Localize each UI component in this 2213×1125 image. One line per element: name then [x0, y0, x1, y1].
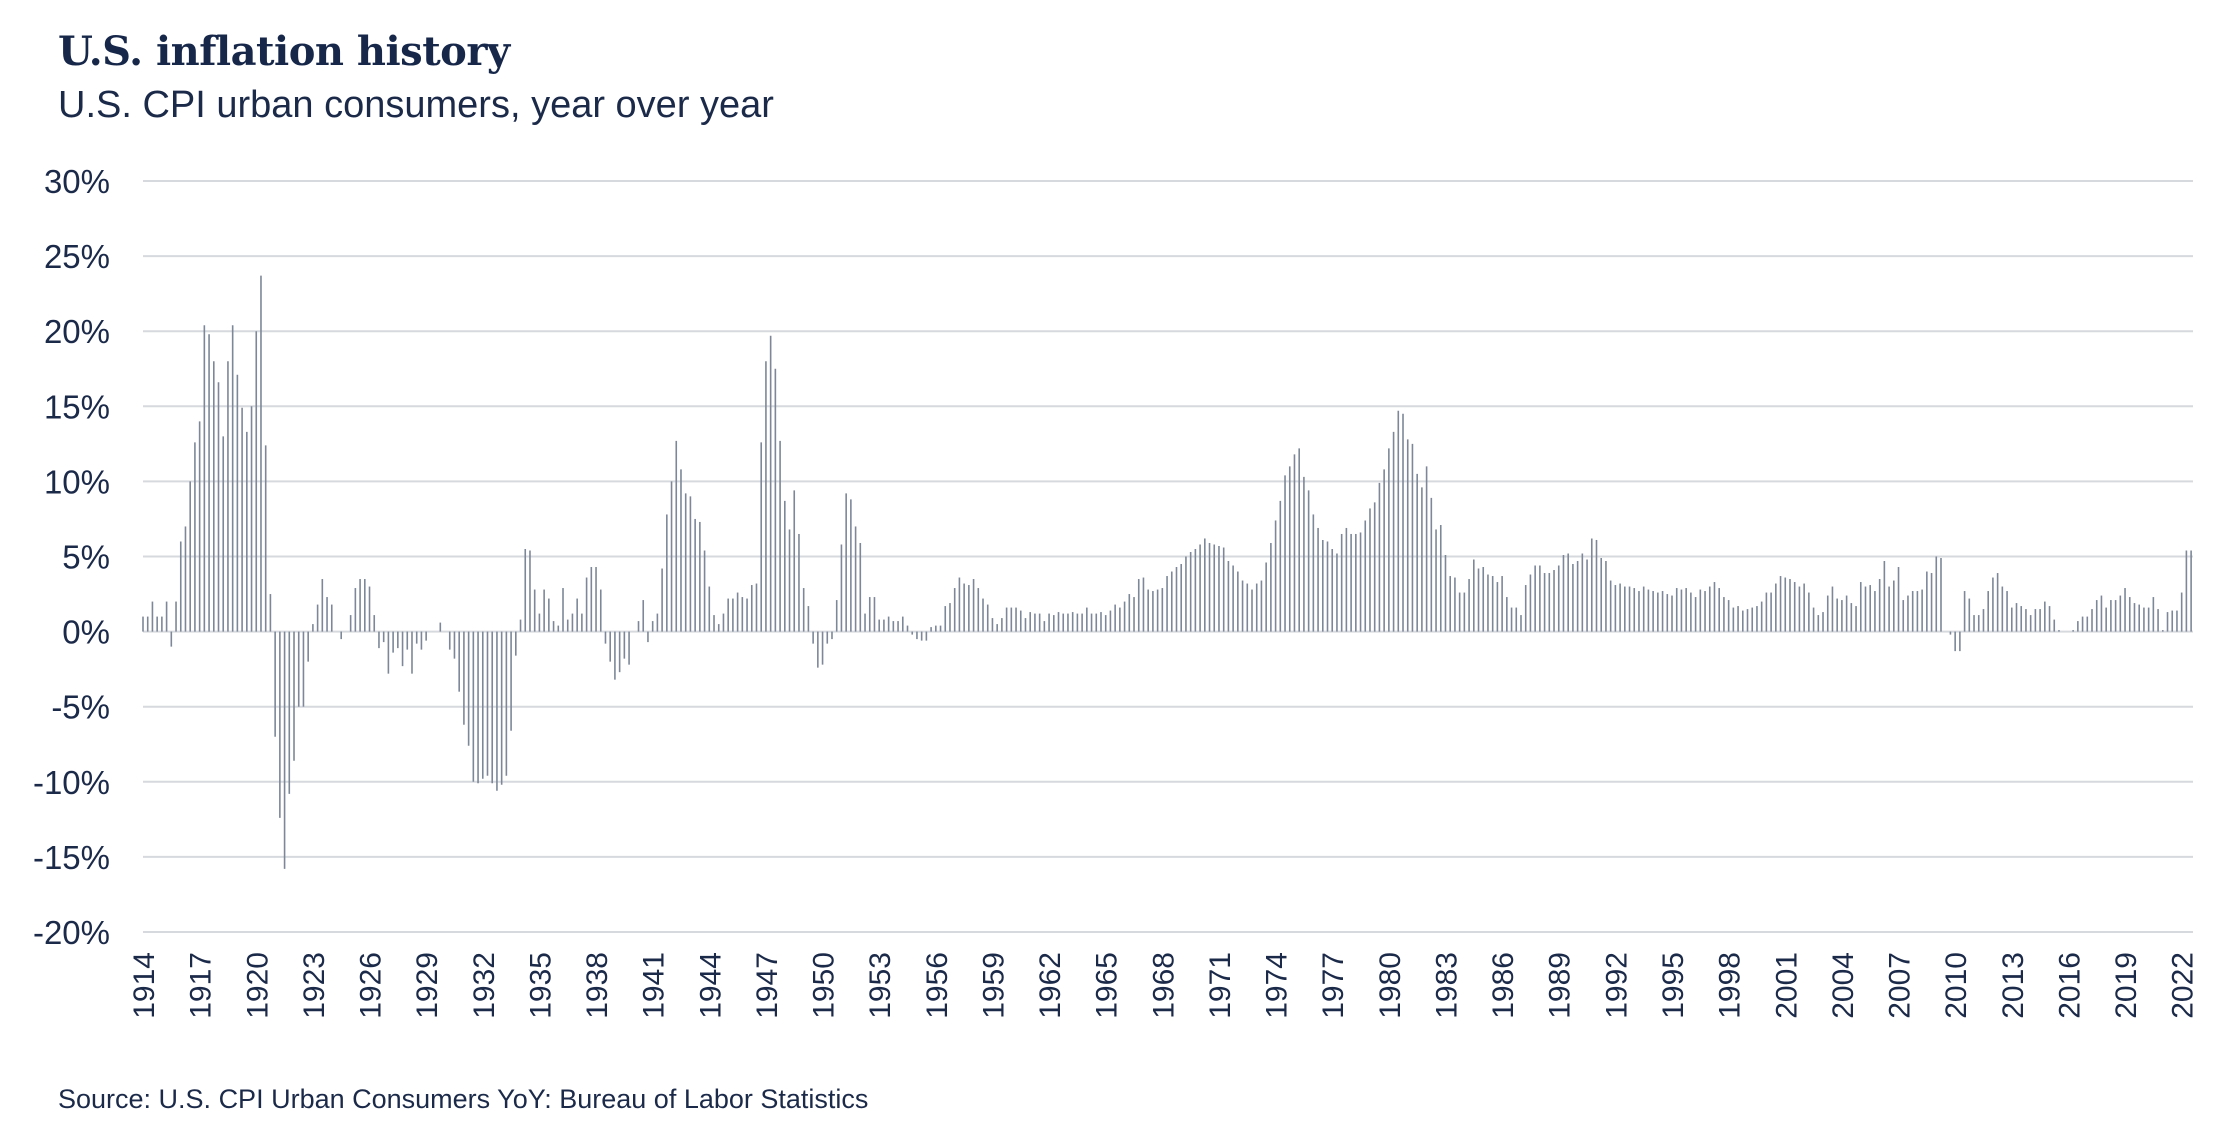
x-tick-label: 1926 [355, 952, 388, 1019]
x-tick-label: 1962 [1034, 952, 1067, 1019]
x-tick-label: 2022 [2167, 952, 2200, 1019]
x-tick-label: 1944 [694, 952, 727, 1019]
x-tick-label: 1977 [1317, 952, 1350, 1019]
x-tick-label: 1968 [1147, 952, 1180, 1019]
x-tick-label: 2001 [1770, 952, 1803, 1019]
x-tick-label: 2013 [1997, 952, 2030, 1019]
x-tick-label: 1947 [751, 952, 784, 1019]
x-tick-label: 2016 [2053, 952, 2086, 1019]
chart-title: U.S. inflation history [58, 28, 510, 75]
x-tick-label: 1995 [1657, 952, 1690, 1019]
chart-subtitle: U.S. CPI urban consumers, year over year [58, 84, 774, 126]
x-tick-label: 1953 [864, 952, 897, 1019]
x-tick-label: 1989 [1544, 952, 1577, 1019]
x-tick-label: 1965 [1091, 952, 1124, 1019]
x-tick-label: 1932 [468, 952, 501, 1019]
x-tick-label: 1986 [1487, 952, 1520, 1019]
x-tick-label: 1923 [298, 952, 331, 1019]
x-tick-label: 1971 [1204, 952, 1237, 1019]
x-tick-label: 1938 [581, 952, 614, 1019]
y-tick-label: -10% [33, 764, 110, 801]
y-tick-label: -5% [51, 689, 110, 726]
x-tick-label: 1920 [241, 952, 274, 1019]
y-tick-label: -15% [33, 839, 110, 876]
y-tick-label: 20% [44, 313, 110, 350]
y-tick-label: -20% [33, 914, 110, 951]
y-tick-label: 25% [44, 238, 110, 275]
x-tick-label: 2007 [1884, 952, 1917, 1019]
y-tick-label: 30% [44, 163, 110, 200]
x-axis-ticks: 1914 1917 1920 1923 1926 1929 1932 1935 1938 1941… [128, 952, 2200, 1019]
bars [142, 275, 2192, 869]
x-tick-label: 1998 [1714, 952, 1747, 1019]
y-tick-label: 15% [44, 388, 110, 425]
x-tick-label: 1935 [524, 952, 557, 1019]
y-tick-label: 10% [44, 463, 110, 500]
x-tick-label: 1959 [977, 952, 1010, 1019]
x-tick-label: 1974 [1261, 952, 1294, 1019]
y-tick-label: 5% [62, 539, 110, 576]
x-tick-label: 1917 [185, 952, 218, 1019]
y-tick-label: 0% [62, 614, 110, 651]
x-tick-label: 1950 [808, 952, 841, 1019]
y-axis-ticks: 30% 25% 20% 15% 10% 5% 0% -5% -10% -15% -20% [33, 163, 110, 951]
x-tick-label: 1980 [1374, 952, 1407, 1019]
x-tick-label: 2010 [1940, 952, 1973, 1019]
x-tick-label: 1956 [921, 952, 954, 1019]
x-tick-label: 1914 [128, 952, 161, 1019]
x-tick-label: 2004 [1827, 952, 1860, 1019]
source-note: Source: U.S. CPI Urban Consumers YoY: Bu… [58, 1084, 869, 1114]
x-tick-label: 1992 [1600, 952, 1633, 1019]
x-tick-label: 1983 [1430, 952, 1463, 1019]
x-tick-label: 1929 [411, 952, 444, 1019]
x-tick-label: 2019 [2110, 952, 2143, 1019]
grid-lines [143, 180, 2193, 933]
x-tick-label: 1941 [638, 952, 671, 1019]
